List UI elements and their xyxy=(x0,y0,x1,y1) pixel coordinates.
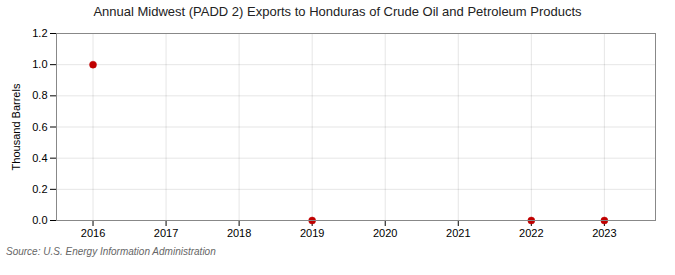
svg-text:2020: 2020 xyxy=(373,227,397,239)
svg-text:Thousand Barrels: Thousand Barrels xyxy=(10,83,22,170)
svg-text:0.6: 0.6 xyxy=(32,121,47,133)
svg-text:2021: 2021 xyxy=(446,227,470,239)
svg-text:0.2: 0.2 xyxy=(32,183,47,195)
svg-text:2022: 2022 xyxy=(519,227,543,239)
svg-text:2023: 2023 xyxy=(592,227,616,239)
svg-text:0.0: 0.0 xyxy=(32,214,47,226)
html-text:Annual Midwest (PADD 2) Export: Annual Midwest (PADD 2) Exports to Hondu… xyxy=(93,4,582,19)
svg-text:0.4: 0.4 xyxy=(32,152,47,164)
svg-text:2019: 2019 xyxy=(300,227,324,239)
svg-text:2016: 2016 xyxy=(81,227,105,239)
svg-text:2018: 2018 xyxy=(227,227,251,239)
svg-text:2017: 2017 xyxy=(154,227,178,239)
svg-text:0.8: 0.8 xyxy=(32,89,47,101)
svg-text:1.2: 1.2 xyxy=(32,27,47,39)
svg-text:1.0: 1.0 xyxy=(32,58,47,70)
html-text:Source: U.S. Energy Informatio: Source: U.S. Energy Information Administ… xyxy=(6,246,216,257)
